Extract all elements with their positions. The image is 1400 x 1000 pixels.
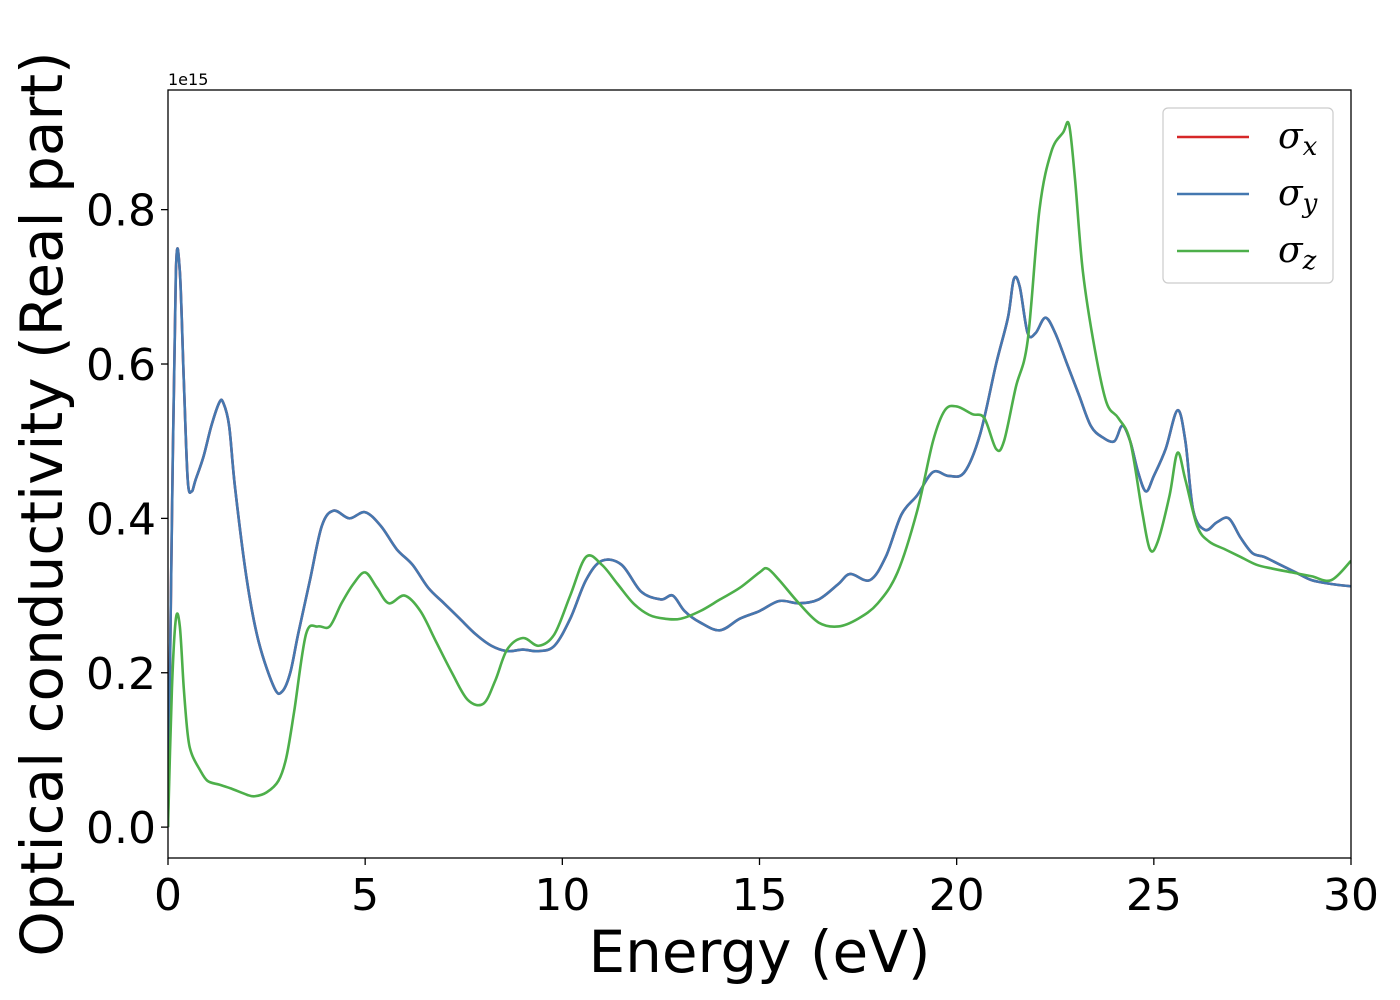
legend-label-x: σx — [1278, 116, 1318, 162]
x-tick-label: 30 — [1323, 870, 1379, 921]
y-tick-label: 0.8 — [86, 186, 156, 237]
series-line-y — [168, 247, 1351, 828]
x-tick-label: 25 — [1126, 870, 1182, 921]
x-tick-label: 15 — [732, 870, 788, 921]
y-tick-label: 0.6 — [86, 340, 156, 391]
legend-label-y: σy — [1278, 173, 1318, 219]
legend: σx σy σz — [1162, 107, 1334, 284]
x-axis-label: Energy (eV) — [588, 918, 930, 986]
y-tick-label: 0.4 — [86, 494, 156, 545]
x-tick-label: 10 — [534, 870, 590, 921]
y-tick-label: 0.2 — [86, 649, 156, 700]
series-line-x — [168, 247, 1351, 828]
x-tick-label: 5 — [351, 870, 379, 921]
series-line-z — [168, 120, 1351, 828]
x-tick-label: 0 — [154, 870, 182, 921]
legend-label-z: σz — [1278, 230, 1317, 276]
ticks-layer: 0 5 10 15 20 25 30 0.0 0.2 0.4 0.6 0.8 — [86, 186, 1379, 921]
y-offset-label: 1e15 — [168, 70, 208, 89]
x-tick-label: 20 — [929, 870, 985, 921]
y-tick-label: 0.0 — [86, 803, 156, 854]
series-layer — [168, 120, 1351, 828]
legend-frame — [1162, 107, 1334, 284]
y-axis-label: Optical conductivity (Real part) — [8, 51, 76, 956]
